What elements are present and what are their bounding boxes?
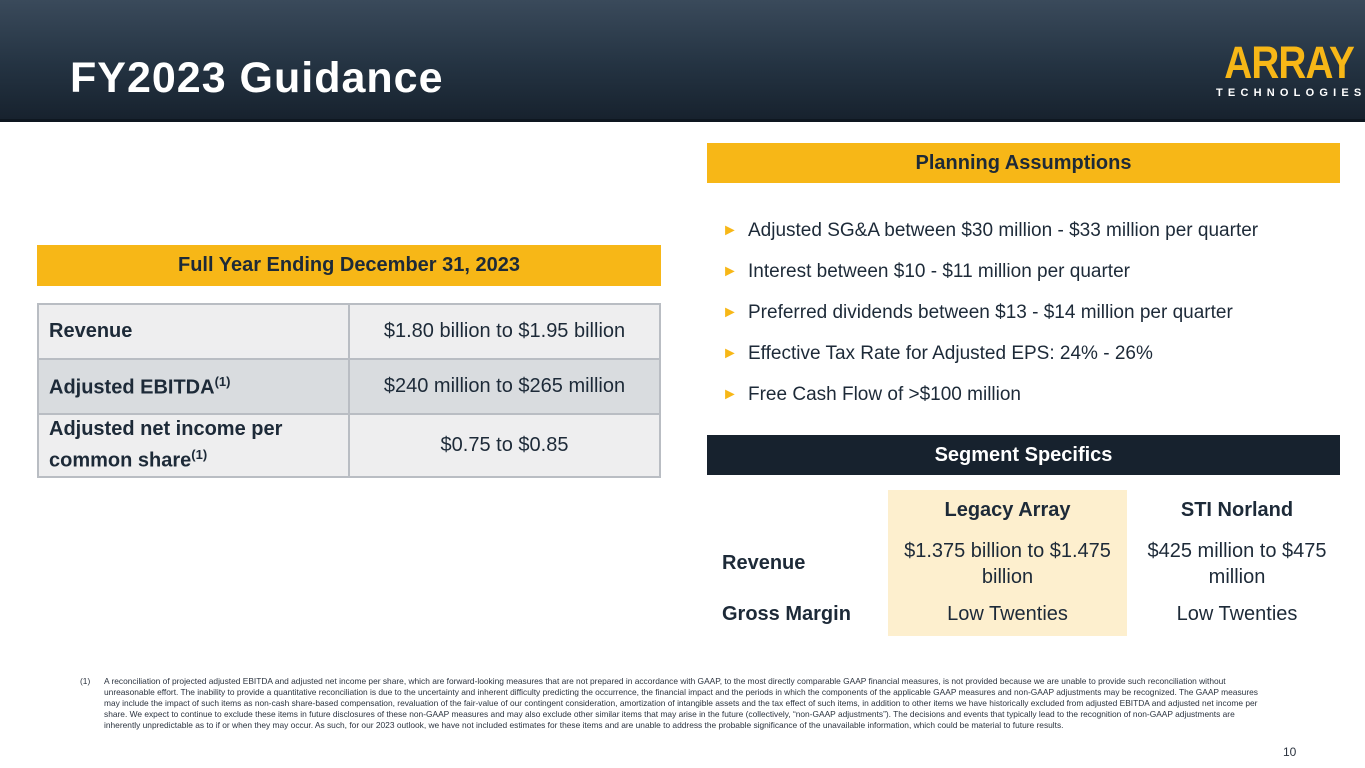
- assumption-text: Interest between $10 - $11 million per q…: [748, 260, 1130, 282]
- triangle-bullet-icon: ►: [722, 344, 738, 362]
- segment-specifics-table: Legacy Array STI Norland Revenue $1.375 …: [707, 490, 1347, 636]
- sti-norland-revenue: $425 million to $475 million: [1147, 540, 1327, 588]
- eps-label-line1: Adjusted net income per: [49, 418, 283, 441]
- planning-assumptions-list: ► Adjusted SG&A between $30 million - $33…: [722, 210, 1342, 415]
- footnote-text: A reconciliation of projected adjusted E…: [104, 676, 1258, 730]
- assumption-text: Adjusted SG&A between $30 million - $33 …: [748, 219, 1259, 241]
- table-row: Adjusted EBITDA(1) $240 million to $265 …: [37, 358, 661, 415]
- legacy-array-revenue: $1.375 billion to $1.475 billion: [904, 540, 1111, 588]
- row-value: $240 million to $265 million: [348, 358, 661, 415]
- logo-subtitle: TECHNOLOGIES: [1216, 87, 1365, 99]
- assumption-text: Free Cash Flow of >$100 million: [748, 383, 1021, 405]
- row-value: $1.80 billion to $1.95 billion: [348, 303, 661, 360]
- planning-assumptions-heading: Planning Assumptions: [707, 143, 1340, 183]
- triangle-bullet-icon: ►: [722, 303, 738, 321]
- page-number: 10: [1283, 745, 1297, 759]
- column-header-sti-norland: STI Norland: [1180, 499, 1294, 521]
- table-row: Revenue $1.80 billion to $1.95 billion: [37, 303, 661, 360]
- list-item: ► Adjusted SG&A between $30 million - $33…: [722, 210, 1342, 251]
- full-year-heading: Full Year Ending December 31, 2023: [37, 245, 661, 286]
- page-title: FY2023 Guidance: [70, 54, 444, 102]
- list-item: ► Free Cash Flow of >$100 million: [722, 374, 1342, 415]
- list-item: ► Preferred dividends between $13 - $14 m…: [722, 292, 1342, 333]
- triangle-bullet-icon: ►: [722, 221, 738, 239]
- footnote-marker: (1): [80, 676, 91, 686]
- list-item: ► Effective Tax Rate for Adjusted EPS: 24…: [722, 333, 1342, 374]
- row-value: $0.75 to $0.85: [348, 413, 661, 478]
- footnote-ref: (1): [214, 373, 231, 389]
- slide-header: FY2023 Guidance ARRAY TECHNOLOGIES: [0, 0, 1365, 122]
- row-label: Adjusted EBITDA(1): [37, 358, 350, 415]
- table-row: Adjusted net income per common share(1) $…: [37, 413, 661, 478]
- triangle-bullet-icon: ►: [722, 262, 738, 280]
- legacy-array-column-highlight: [888, 490, 1127, 636]
- footnote-ref: (1): [191, 447, 208, 463]
- eps-label-line2: common share: [49, 449, 192, 472]
- row-label: Revenue: [37, 303, 350, 360]
- row-label: Adjusted net income per common share(1): [37, 413, 350, 478]
- segment-specifics-heading: Segment Specifics: [707, 435, 1340, 475]
- legacy-array-gross-margin: Low Twenties: [947, 603, 1068, 625]
- logo-wordmark: ARRAY: [1224, 37, 1355, 88]
- column-header-legacy-array: Legacy Array: [944, 499, 1071, 521]
- array-technologies-logo: ARRAY TECHNOLOGIES: [1216, 37, 1365, 102]
- sti-norland-gross-margin: Low Twenties: [1176, 603, 1298, 625]
- segment-row-label-gross-margin: Gross Margin: [722, 603, 851, 625]
- assumption-text: Preferred dividends between $13 - $14 mi…: [748, 301, 1233, 323]
- assumption-text: Effective Tax Rate for Adjusted EPS: 24%…: [748, 342, 1153, 364]
- list-item: ► Interest between $10 - $11 million per …: [722, 251, 1342, 292]
- triangle-bullet-icon: ►: [722, 385, 738, 403]
- segment-row-label-revenue: Revenue: [722, 552, 806, 574]
- full-year-guidance-table: Revenue $1.80 billion to $1.95 billion A…: [37, 303, 661, 478]
- adjusted-ebitda-label: Adjusted EBITDA: [49, 376, 215, 399]
- revenue-label: Revenue: [49, 320, 133, 342]
